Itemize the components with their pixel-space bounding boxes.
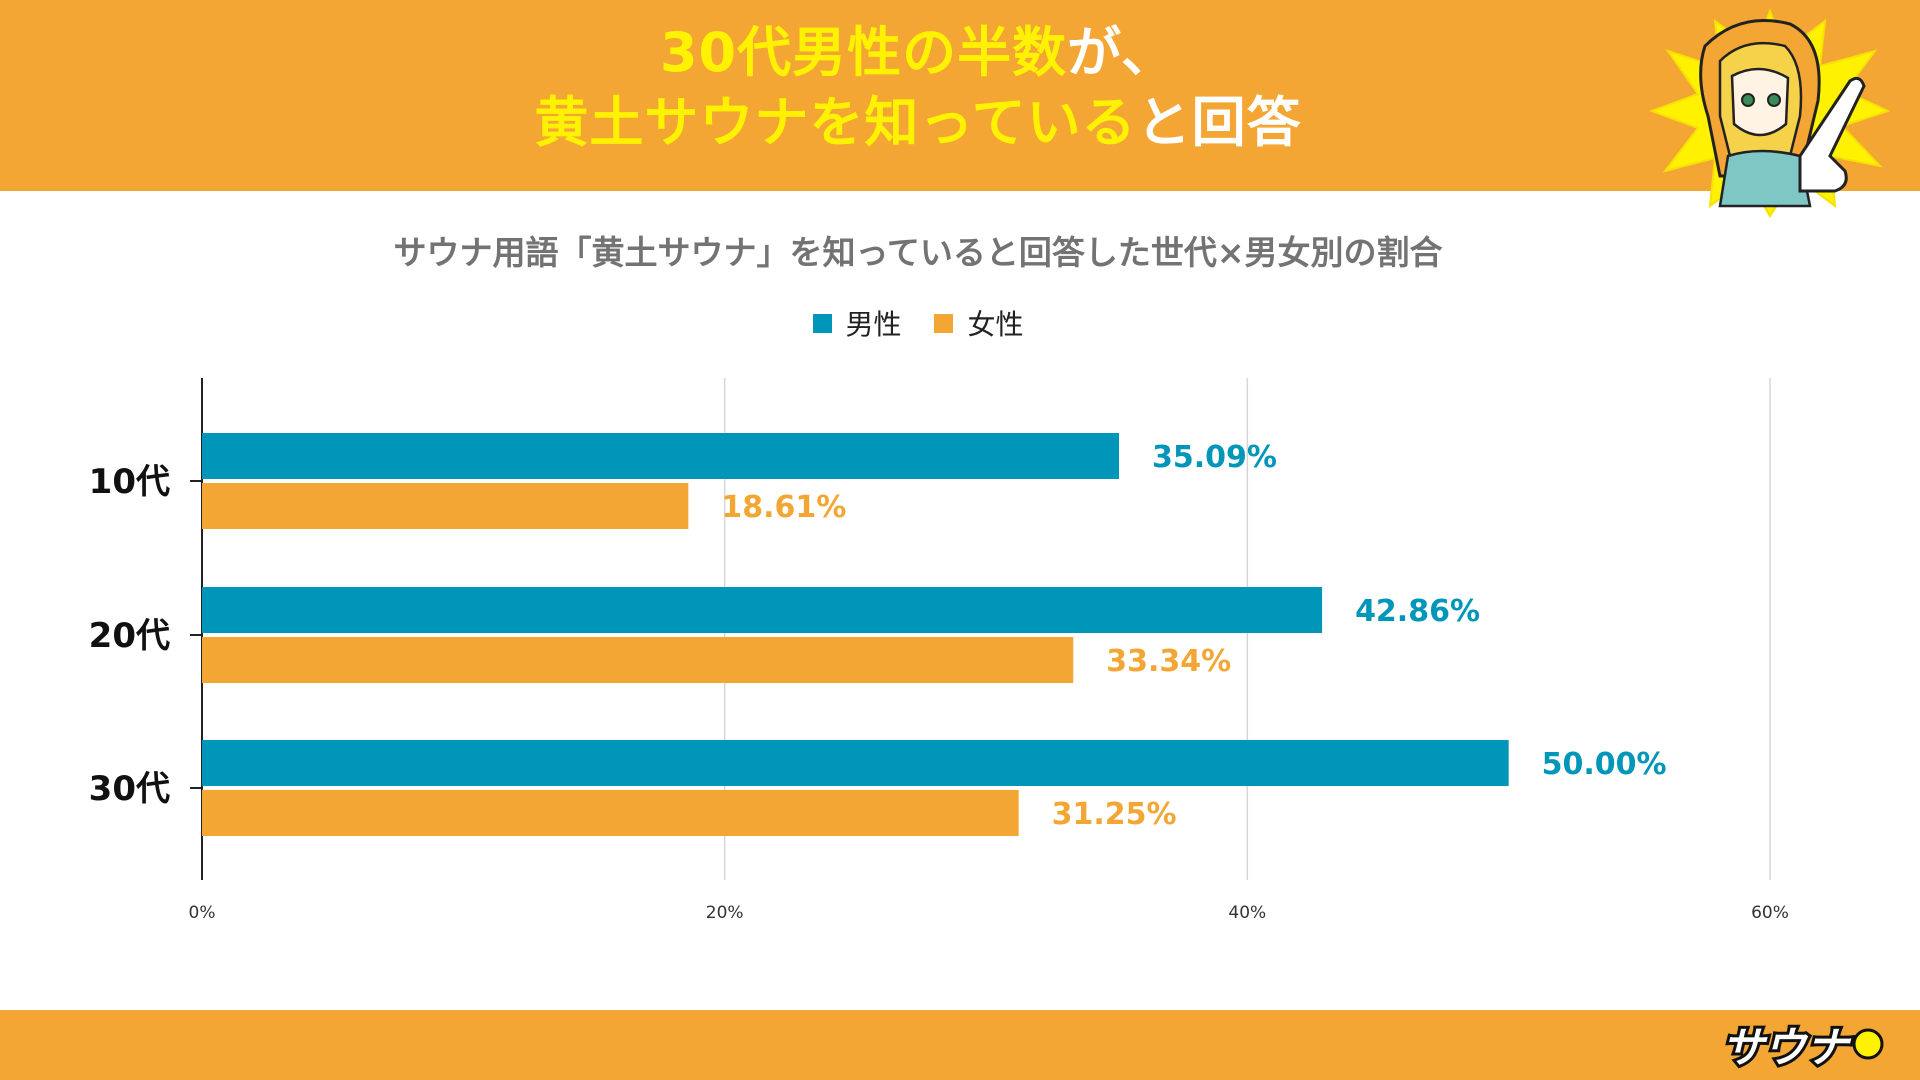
legend-swatch-male xyxy=(812,313,832,333)
chart-title: サウナ用語「黄土サウナ」を知っていると回答した世代×男女別の割合 xyxy=(393,233,1443,272)
data-label-female: 33.34% xyxy=(1106,644,1231,679)
headline-line-2-rest: と回答 xyxy=(1136,91,1302,154)
data-label-male: 50.00% xyxy=(1542,747,1667,782)
logo-face-icon xyxy=(1852,1028,1884,1060)
headline: 30代男性の半数が、 黄土サウナを知っていると回答 xyxy=(0,18,1836,158)
headline-line-1: 30代男性の半数が、 xyxy=(0,18,1836,88)
mascot-illustration xyxy=(1650,8,1890,218)
body xyxy=(1718,149,1812,208)
right-eye xyxy=(1767,93,1781,107)
data-label-female: 18.61% xyxy=(721,490,846,525)
x-tick-label: 20% xyxy=(706,903,744,923)
legend-label-female: 女性 xyxy=(967,308,1024,341)
legend-item-female: 女性 xyxy=(934,303,1023,343)
category-label: 10代 xyxy=(89,462,170,502)
headline-line-2-highlight: 黄土サウナを知っている xyxy=(534,91,1137,154)
left-eye xyxy=(1741,93,1755,107)
legend-swatch-female xyxy=(934,313,954,333)
legend: 男性 女性 xyxy=(0,303,1836,343)
bar-male xyxy=(202,433,1120,479)
x-tick-label: 40% xyxy=(1228,903,1266,923)
brand-logo-text: サウナ xyxy=(1722,1023,1852,1072)
bar-female xyxy=(202,483,689,529)
data-label-female: 31.25% xyxy=(1052,797,1177,832)
headline-line-1-rest: が、 xyxy=(1067,21,1177,84)
bar-male xyxy=(202,587,1323,633)
bar-female xyxy=(202,790,1019,836)
brand-logo: サウナ xyxy=(1719,1020,1884,1072)
headline-line-1-highlight: 30代男性の半数 xyxy=(659,21,1068,84)
bar-chart: 0% 20% 40% 60% 10代 35.09% 18.61% 20代 42.86% 33.34… xyxy=(89,378,1789,923)
data-label-male: 42.86% xyxy=(1355,594,1480,629)
x-tick-label: 60% xyxy=(1751,903,1789,923)
footer-band xyxy=(0,1010,1920,1080)
category-label: 30代 xyxy=(89,769,170,809)
headline-line-2: 黄土サウナを知っていると回答 xyxy=(0,88,1836,158)
face xyxy=(1730,67,1790,137)
category-label: 20代 xyxy=(89,616,170,656)
bar-male xyxy=(202,740,1509,786)
bar-female xyxy=(202,637,1074,683)
legend-item-male: 男性 xyxy=(812,303,902,343)
header-band xyxy=(0,0,1920,191)
x-tick-label: 0% xyxy=(189,903,216,923)
pointing-hand xyxy=(1798,76,1866,193)
legend-label-male: 男性 xyxy=(845,308,902,341)
data-label-male: 35.09% xyxy=(1152,440,1277,475)
